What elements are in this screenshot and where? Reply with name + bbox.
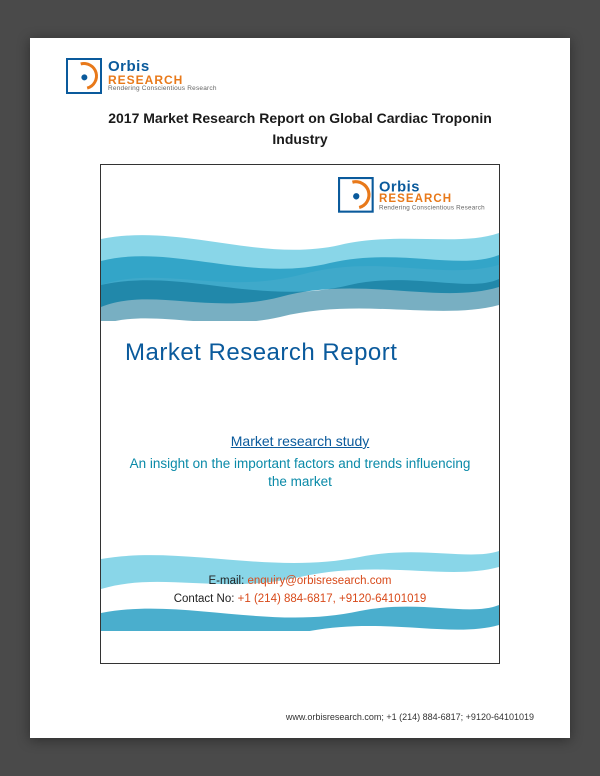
logo-swoosh-icon [65, 57, 103, 95]
contact-phone-line: Contact No: +1 (214) 884-6817, +9120-641… [101, 591, 499, 609]
header-logo: Orbis RESEARCH Rendering Conscientious R… [66, 58, 534, 94]
logo-text: Orbis RESEARCH Rendering Conscientious R… [108, 59, 217, 93]
phone-label: Contact No: [174, 593, 238, 605]
study-block: Market research study An insight on the … [119, 433, 481, 491]
cover-frame: Orbis RESEARCH Rendering Conscientious R… [100, 164, 500, 664]
logo-brand-top: Orbis [108, 59, 217, 74]
email-label: E-mail: [209, 575, 248, 587]
cover-logo: Orbis RESEARCH Rendering Conscientious R… [338, 177, 485, 213]
logo-brand-bottom: RESEARCH [379, 193, 485, 205]
study-title: Market research study [119, 433, 481, 449]
wave-decoration [101, 221, 499, 321]
logo-mark-icon [66, 58, 102, 94]
logo-mark-icon [338, 177, 374, 213]
logo-text: Orbis RESEARCH Rendering Conscientious R… [379, 179, 485, 212]
document-page: Orbis RESEARCH Rendering Conscientious R… [30, 38, 570, 738]
logo-swoosh-icon [336, 175, 376, 215]
cover-heading: Market Research Report [125, 340, 475, 365]
contact-email-line: E-mail: enquiry@orbisresearch.com [101, 573, 499, 591]
logo-tagline: Rendering Conscientious Research [379, 205, 485, 211]
contact-band: E-mail: enquiry@orbisresearch.com Contac… [101, 545, 499, 631]
footer-contact: www.orbisresearch.com; +1 (214) 884-6817… [286, 712, 534, 722]
logo-tagline: Rendering Conscientious Research [108, 86, 217, 93]
report-title: 2017 Market Research Report on Global Ca… [66, 108, 534, 150]
contact-text: E-mail: enquiry@orbisresearch.com Contac… [101, 573, 499, 609]
email-value: enquiry@orbisresearch.com [248, 575, 392, 587]
wave-svg-icon [101, 221, 499, 321]
phone-value: +1 (214) 884-6817, +9120-64101019 [238, 593, 427, 605]
logo-brand-top: Orbis [379, 179, 485, 194]
study-description: An insight on the important factors and … [119, 455, 481, 491]
